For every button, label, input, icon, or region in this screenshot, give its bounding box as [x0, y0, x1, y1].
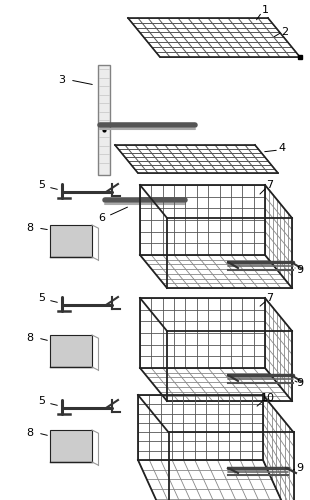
- Text: 3: 3: [59, 75, 65, 85]
- Polygon shape: [50, 335, 92, 367]
- Text: 9: 9: [296, 378, 303, 388]
- Text: 4: 4: [278, 143, 286, 153]
- Polygon shape: [50, 225, 92, 257]
- Text: 7: 7: [266, 180, 273, 190]
- Text: 2: 2: [281, 27, 289, 37]
- Text: 8: 8: [26, 428, 33, 438]
- Text: 6: 6: [99, 213, 105, 223]
- Text: 9: 9: [296, 265, 303, 275]
- Text: 5: 5: [38, 396, 46, 406]
- Text: 8: 8: [26, 333, 33, 343]
- Text: 9: 9: [296, 463, 303, 473]
- Polygon shape: [50, 430, 92, 462]
- Text: 5: 5: [38, 180, 46, 190]
- Text: 10: 10: [261, 393, 275, 403]
- Polygon shape: [98, 65, 110, 175]
- Text: 5: 5: [38, 293, 46, 303]
- Text: 7: 7: [266, 293, 273, 303]
- Text: 1: 1: [262, 5, 268, 15]
- Text: 8: 8: [26, 223, 33, 233]
